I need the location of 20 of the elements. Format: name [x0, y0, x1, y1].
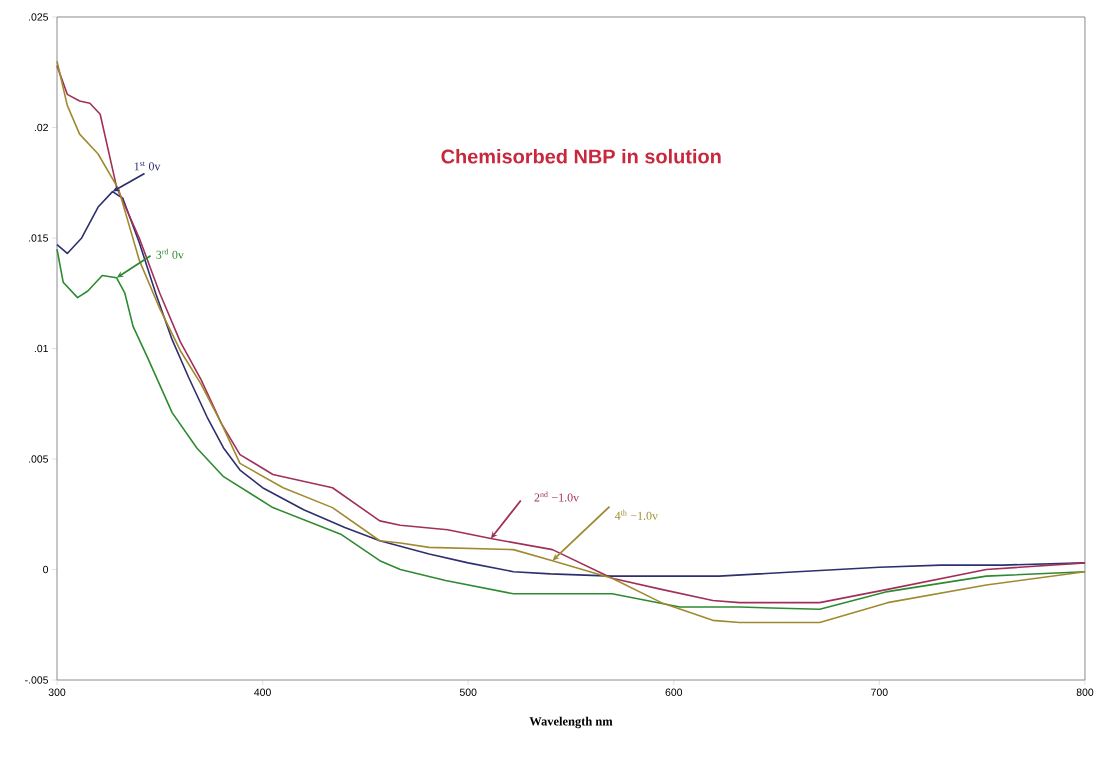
- y-tick-label: .01: [34, 344, 48, 353]
- annotation: 2$^{nd}$ −1.0v: [534, 491, 580, 502]
- y-tick-label: 0: [43, 565, 49, 574]
- x-tick-label: 400: [254, 688, 271, 696]
- x-tick-label: 700: [871, 688, 888, 696]
- annotation: 4$^{th}$ −1.0v: [614, 509, 659, 520]
- x-tick-label: 300: [48, 688, 66, 696]
- x-tick-label: 500: [459, 688, 477, 696]
- x-axis-title: Wavelength nm: [529, 716, 613, 729]
- y-tick-label: .025: [29, 13, 49, 21]
- y-tick-label: -.005: [25, 676, 49, 684]
- text: Chemisorbed NBP in solution: [441, 148, 721, 164]
- annotation: 3$^{rd}$ 0v: [156, 248, 184, 259]
- point: [117, 272, 123, 278]
- x-tick-label: 600: [665, 688, 683, 696]
- x-tick-label: 800: [1076, 688, 1094, 696]
- y-tick-label: .015: [29, 234, 49, 242]
- y-tick-label: .005: [29, 455, 49, 463]
- annotation: 1$^{st}$ 0v: [134, 161, 161, 171]
- y-tick-label: .02: [34, 123, 48, 132]
